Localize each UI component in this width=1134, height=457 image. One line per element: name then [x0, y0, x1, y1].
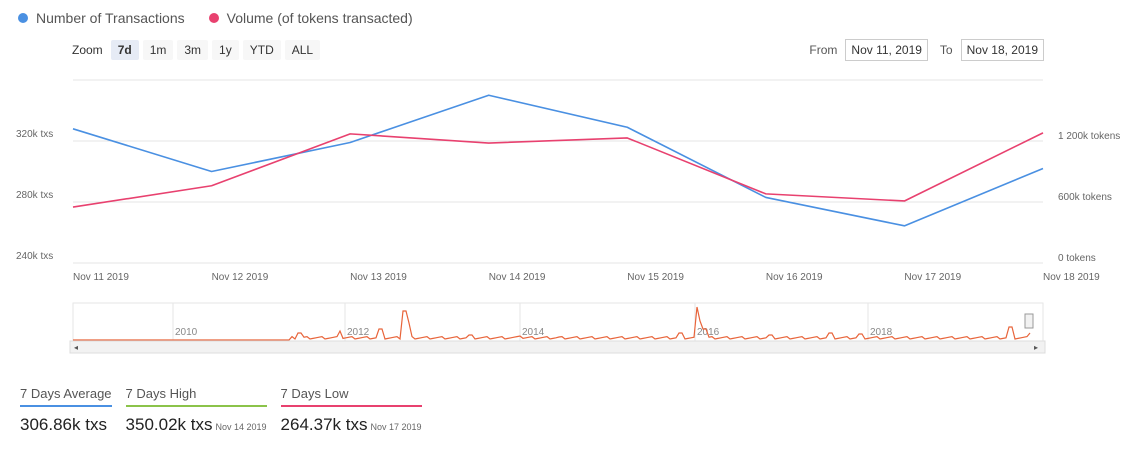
navigator-scrollbar — [69, 340, 1046, 354]
x-axis-tick-label: Nov 11 2019 — [73, 272, 129, 283]
series-line-transactions — [72, 94, 1044, 227]
chart-legend: Number of Transactions Volume (of tokens… — [18, 10, 413, 26]
zoom-all-button[interactable]: ALL — [284, 40, 321, 60]
x-axis-tick-label: Nov 16 2019 — [766, 272, 823, 283]
legend-dot-transactions — [18, 13, 28, 23]
stat-high-number: 350.02k txs — [125, 415, 213, 434]
range-to-input[interactable]: Nov 18, 2019 — [960, 39, 1044, 61]
stat-low: 7 Days Low 264.37k txs Nov 17 2019 — [280, 386, 422, 435]
navigator-sparkline — [73, 306, 1031, 341]
zoom-1y-button[interactable]: 1y — [212, 40, 239, 60]
legend-dot-volume — [208, 13, 219, 23]
date-range-selector: From Nov 11, 2019 To Nov 18, 2019 — [809, 39, 1044, 61]
legend-item-volume[interactable]: Volume (of tokens transacted) — [208, 10, 413, 26]
left-axis-tick-label: 320k txs — [16, 129, 53, 140]
zoom-label: Zoom — [72, 43, 103, 57]
navigator-year-label: 2014 — [522, 327, 545, 338]
zoom-3m-button[interactable]: 3m — [177, 40, 209, 60]
x-axis-tick-label: Nov 15 2019 — [627, 272, 684, 283]
stat-low-number: 264.37k txs — [280, 415, 368, 434]
stat-low-date: Nov 17 2019 — [370, 422, 422, 432]
zoom-ytd-button[interactable]: YTD — [242, 40, 281, 60]
stat-average-label: 7 Days Average — [20, 386, 112, 407]
range-from-input[interactable]: Nov 11, 2019 — [845, 39, 928, 61]
legend-label-transactions: Number of Transactions — [36, 10, 185, 26]
zoom-controls: Zoom 7d 1m 3m 1y YTD ALL — [72, 40, 321, 60]
stat-average-number: 306.86k txs — [20, 415, 107, 434]
stat-high-value: 350.02k txs Nov 14 2019 — [126, 415, 267, 435]
range-to-label: To — [939, 43, 953, 57]
x-axis-tick-label: Nov 17 2019 — [904, 272, 961, 283]
stat-average: 7 Days Average 306.86k txs — [20, 386, 112, 435]
line-chart: 240k txs 280k txs 320k txs 0 tokens 600k tok… — [16, 79, 1120, 354]
x-axis-tick-label: Nov 14 2019 — [489, 272, 546, 283]
navigator-year-label: 2010 — [175, 327, 198, 338]
series-line-volume — [72, 132, 1044, 208]
right-axis-tick-label: 0 tokens — [1058, 253, 1096, 264]
stat-low-label: 7 Days Low — [280, 386, 422, 407]
right-axis-tick-label: 600k tokens — [1058, 192, 1112, 203]
x-axis-tick-label: Nov 12 2019 — [212, 272, 269, 283]
navigator-year-label: 2018 — [870, 327, 893, 338]
stat-high-date: Nov 14 2019 — [215, 422, 267, 432]
legend-item-transactions[interactable]: Number of Transactions — [18, 10, 185, 26]
zoom-1m-button[interactable]: 1m — [142, 40, 174, 60]
x-axis-tick-label: Nov 13 2019 — [350, 272, 407, 283]
right-axis-tick-label: 1 200k tokens — [1058, 131, 1120, 142]
legend-label-volume: Volume (of tokens transacted) — [226, 10, 413, 26]
range-from-label: From — [809, 43, 838, 57]
stat-high: 7 Days High 350.02k txs Nov 14 2019 — [125, 386, 267, 435]
stat-high-label: 7 Days High — [125, 386, 267, 407]
x-axis-tick-label: Nov 18 2019 — [1043, 272, 1100, 283]
navigator-area — [72, 302, 1044, 342]
navigator-year-label: 2012 — [347, 327, 370, 338]
stat-low-value: 264.37k txs Nov 17 2019 — [281, 415, 422, 435]
navigator-year-label: 2016 — [697, 327, 720, 338]
scroll-right-arrow-icon: ▸ — [1034, 343, 1038, 352]
scroll-left-arrow-icon: ◂ — [74, 343, 78, 352]
stats-panel: 7 Days Average 306.86k txs 7 Days High 3… — [20, 386, 422, 435]
left-axis-tick-label: 240k txs — [16, 251, 53, 262]
left-axis-tick-label: 280k txs — [16, 190, 53, 201]
zoom-7d-button[interactable]: 7d — [110, 40, 139, 60]
stat-average-value: 306.86k txs — [20, 415, 112, 435]
navigator-handle — [1024, 313, 1034, 329]
